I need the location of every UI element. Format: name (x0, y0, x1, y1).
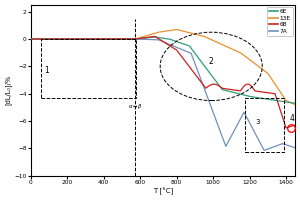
X-axis label: T [°C]: T [°C] (153, 188, 173, 195)
Legend: 6E, 13E, 6B, 7A: 6E, 13E, 6B, 7A (267, 7, 293, 36)
Y-axis label: [dL/L₀]/%: [dL/L₀]/% (5, 75, 12, 105)
Text: 2: 2 (208, 57, 213, 66)
Text: 3: 3 (256, 119, 260, 125)
Text: 1: 1 (44, 66, 49, 75)
Text: 4: 4 (290, 114, 295, 123)
Bar (41, 39, 136, 98)
Text: $\alpha \leftrightarrow \beta$: $\alpha \leftrightarrow \beta$ (128, 102, 143, 111)
Bar (245, 98, 284, 152)
